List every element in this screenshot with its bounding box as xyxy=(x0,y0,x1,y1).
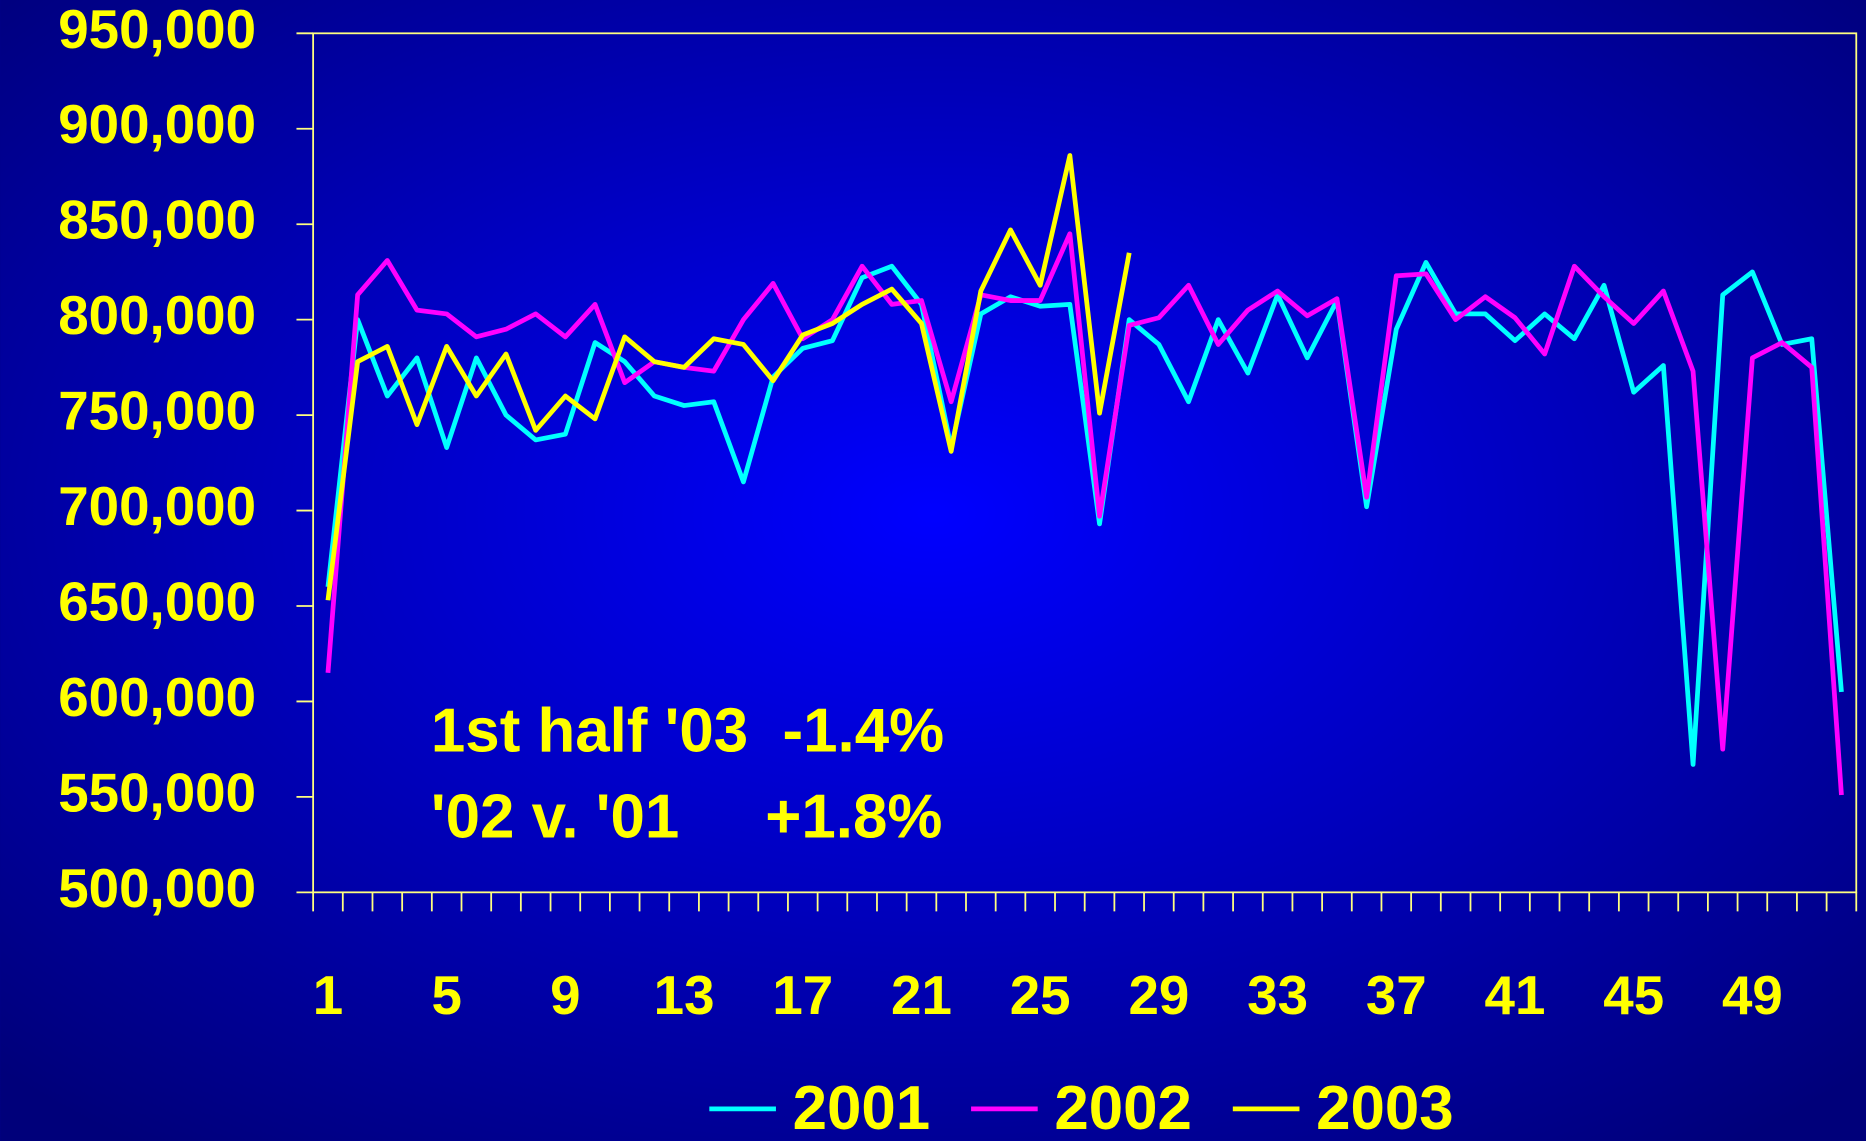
x-tick-label: 25 xyxy=(1010,964,1071,1026)
y-tick-label: 550,000 xyxy=(58,761,256,823)
x-tick-label: 41 xyxy=(1485,964,1546,1026)
annotation: '02 v. '01 +1.8% xyxy=(431,782,942,851)
series-line xyxy=(325,260,1844,767)
x-tick-label: 29 xyxy=(1128,964,1189,1026)
x-tick-label: 37 xyxy=(1366,964,1427,1026)
y-tick-label: 850,000 xyxy=(58,189,256,251)
y-tick-label: 900,000 xyxy=(58,93,256,155)
x-tick-label: 5 xyxy=(431,964,461,1026)
y-tick-label: 700,000 xyxy=(58,475,256,537)
y-tick-label: 500,000 xyxy=(58,857,256,919)
y-tick-label: 600,000 xyxy=(58,666,256,728)
series-line xyxy=(325,153,1132,601)
legend-label: 2003 xyxy=(1316,1074,1454,1141)
legend-label: 2002 xyxy=(1054,1074,1192,1141)
y-tick-label: 650,000 xyxy=(58,570,256,632)
x-tick-label: 1 xyxy=(313,964,343,1026)
x-tick-label: 9 xyxy=(550,964,580,1026)
x-tick-label: 21 xyxy=(891,964,952,1026)
series-line xyxy=(325,231,1844,796)
x-tick-label: 13 xyxy=(654,964,715,1026)
y-tick-label: 800,000 xyxy=(58,284,256,346)
legend-label: 2001 xyxy=(793,1074,931,1141)
x-tick-label: 33 xyxy=(1247,964,1308,1026)
annotation: 1st half '03 -1.4% xyxy=(431,697,944,766)
y-tick-label: 750,000 xyxy=(58,380,256,442)
y-tick-label: 950,000 xyxy=(58,0,256,60)
x-tick-label: 49 xyxy=(1722,964,1783,1026)
x-tick-label: 17 xyxy=(772,964,833,1026)
x-tick-label: 45 xyxy=(1603,964,1664,1026)
